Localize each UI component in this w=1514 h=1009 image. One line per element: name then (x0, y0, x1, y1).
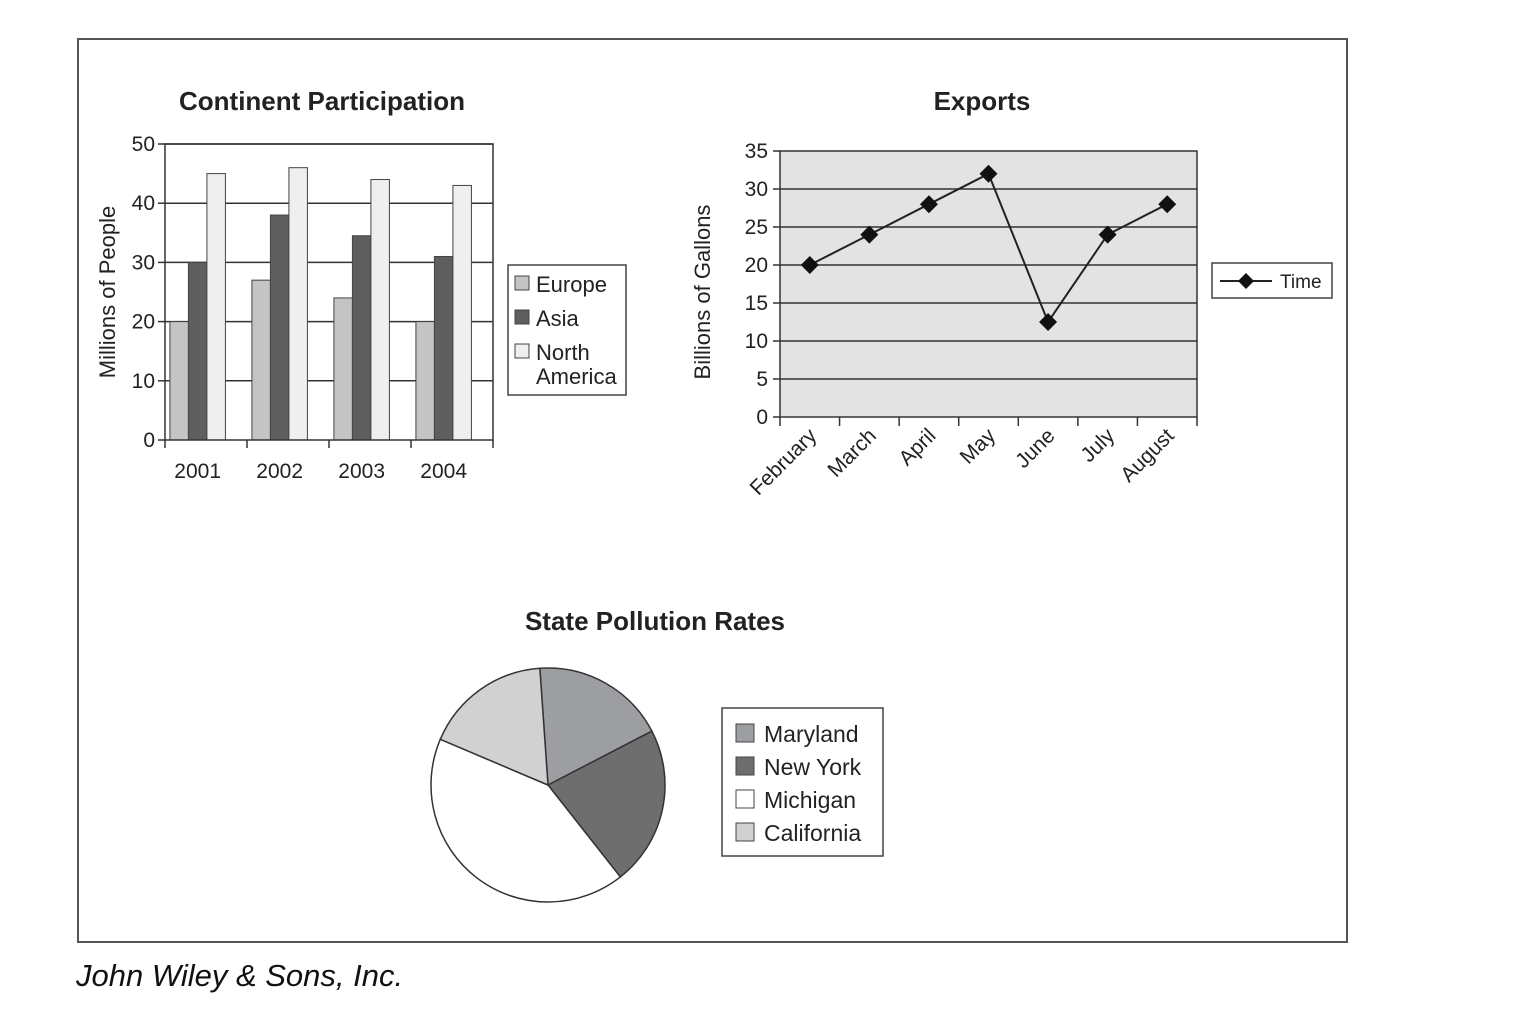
line-point-marker (1039, 313, 1058, 331)
pie-legend-label: Michigan (764, 787, 856, 813)
bar-legend-swatch (514, 309, 530, 325)
line-chart: Exports Billions of Gallons 0 5 10 15 20 25 30… (690, 86, 1333, 500)
line-y-tick-label: 20 (745, 254, 768, 277)
bar-legend-swatch (514, 343, 530, 359)
line-x-tick-label: July (1076, 424, 1119, 467)
line-y-tick-label: 30 (745, 178, 768, 201)
bar-y-tick-label: 10 (132, 370, 155, 393)
pie-legend-swatch (735, 723, 755, 743)
bar-y-tick-label: 50 (132, 133, 155, 156)
line-y-tick-label: 10 (745, 330, 768, 353)
bar-chart-title: Continent Participation (179, 86, 465, 116)
bar-x-tick-label: 2003 (338, 460, 385, 483)
credit-text: John Wiley & Sons, Inc. (76, 958, 404, 993)
line-point-marker (1098, 225, 1117, 244)
pie-legend-swatch (735, 756, 755, 776)
line-chart-title: Exports (934, 86, 1031, 116)
bar (433, 255, 454, 441)
line-y-tick-label: 15 (745, 292, 768, 315)
line-y-tick-label: 5 (756, 368, 768, 391)
bar (351, 235, 372, 441)
bar (452, 184, 472, 441)
bar-legend-swatch (514, 275, 530, 291)
bar-chart: Continent Participation Millions of Peop… (95, 86, 627, 483)
pie-slice (430, 738, 622, 903)
line-x-tick-label: April (894, 424, 940, 470)
bar (370, 179, 390, 441)
line-x-tick-label: February (746, 424, 822, 500)
bar-y-tick-label: 40 (132, 192, 155, 215)
pie-slice (546, 730, 666, 878)
bar-legend-label: America (536, 364, 617, 389)
bar-y-tick-label: 30 (132, 251, 155, 274)
pie-legend-swatch (735, 822, 755, 842)
pie-legend-label: New York (764, 754, 862, 780)
pie-legend-label: Maryland (764, 721, 859, 747)
pie-chart-legend: Maryland New York Michigan California (721, 707, 884, 857)
pie-slice (439, 667, 549, 787)
line-point-marker (800, 256, 819, 274)
line-y-tick-label: 0 (756, 406, 768, 429)
bar-y-tick-label: 0 (143, 429, 155, 452)
line-x-tick-label: March (823, 424, 881, 482)
line-point-marker (979, 164, 998, 183)
bar-x-tick-label: 2002 (256, 460, 303, 483)
bar (206, 173, 226, 441)
pie-slice (539, 667, 653, 787)
pie-chart: State Pollution Rates Maryland New York Mi… (430, 606, 884, 903)
bar (415, 321, 435, 441)
bar (269, 214, 290, 441)
bar-x-tick-label: 2004 (420, 460, 467, 483)
line-y-tick-label: 35 (745, 140, 768, 163)
line-x-tick-label: June (1011, 424, 1059, 472)
line-plot-area (779, 150, 1198, 418)
bar (288, 167, 308, 441)
bar (169, 321, 189, 441)
line-point-marker (860, 225, 879, 244)
line-x-tick-label: August (1116, 424, 1179, 487)
bar-plot-border (164, 143, 494, 441)
line-point-marker (919, 195, 938, 214)
bar-y-tick-label: 20 (132, 311, 155, 334)
line-point-marker (1158, 195, 1177, 214)
line-legend-label: Time (1280, 272, 1322, 293)
bar (187, 261, 208, 441)
pie-chart-title: State Pollution Rates (525, 606, 785, 636)
bar-x-tick-label: 2001 (174, 460, 221, 483)
pie-legend-swatch (735, 789, 755, 809)
line-chart-legend: Time (1211, 262, 1333, 299)
bar-legend-label: Europe (536, 272, 607, 297)
pie-legend-label: California (764, 820, 861, 846)
line-chart-y-axis-label: Billions of Gallons (690, 205, 715, 380)
line-y-tick-label: 25 (745, 216, 768, 239)
bar (251, 279, 271, 441)
line-legend-marker (1238, 273, 1254, 289)
bar-legend-label: North (536, 340, 590, 365)
bar (333, 297, 353, 441)
bar-chart-y-axis-label: Millions of People (95, 206, 120, 378)
line-x-tick-label: May (956, 424, 1001, 469)
bar-legend-label: Asia (536, 306, 580, 331)
